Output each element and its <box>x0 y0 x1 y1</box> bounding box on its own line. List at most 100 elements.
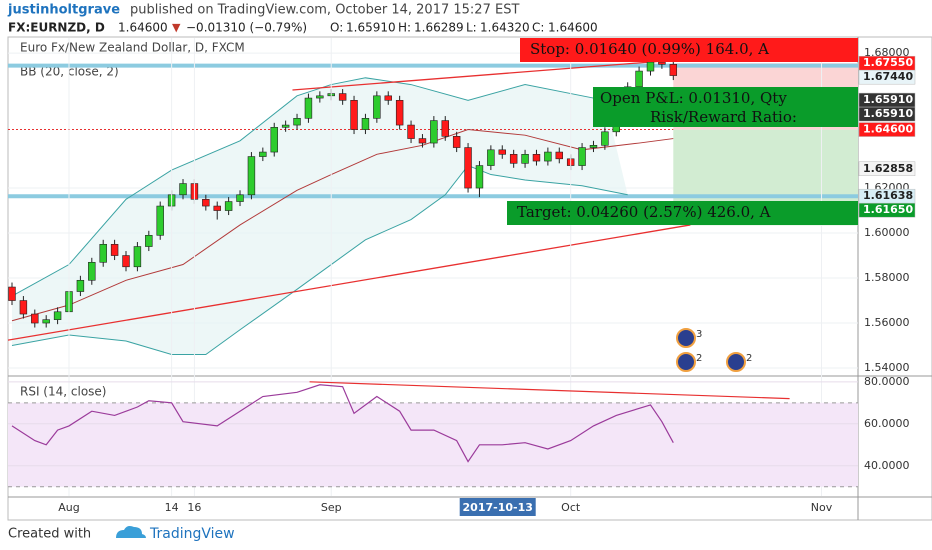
candle-body <box>395 100 404 126</box>
candle-body <box>635 70 643 88</box>
price-label: 1.61650 <box>863 203 913 216</box>
rsi-legend: RSI (14, close) <box>20 385 106 399</box>
y-tick-label: 1.56000 <box>864 316 910 329</box>
candle-body <box>475 165 484 189</box>
candle-body <box>110 243 119 256</box>
y-tick-label: 1.68000 <box>864 46 910 59</box>
candle-body <box>487 149 495 166</box>
event-icon <box>676 328 696 348</box>
symbol: FX:EURNZD, D <box>8 21 105 35</box>
price-label: 1.67440 <box>863 70 913 83</box>
candle-body <box>133 246 142 268</box>
x-tick-label: Nov <box>811 501 833 514</box>
candle-body <box>316 95 324 99</box>
candle-body <box>384 95 392 101</box>
candle-body <box>373 95 381 119</box>
arrow: ▼ <box>172 21 181 34</box>
candle-body <box>658 61 666 65</box>
price-label: 1.62858 <box>863 162 913 175</box>
candle-body <box>304 97 313 119</box>
candle-body <box>509 154 518 164</box>
position-label: Target: 0.04260 (2.57%) 426.0, A <box>517 203 771 221</box>
price-label-bg <box>858 106 916 122</box>
x-tick-label: 14 <box>165 501 179 514</box>
bollinger-line <box>11 164 628 356</box>
change: −0.01310 (−0.79%) <box>186 21 307 35</box>
candle-body <box>464 147 472 189</box>
price-label: 1.65910 <box>863 93 913 106</box>
candle-body <box>578 147 586 166</box>
o: 1.65910 <box>346 21 396 35</box>
bollinger-line <box>11 129 674 322</box>
candle-body <box>544 151 552 162</box>
logo-cloud <box>116 526 146 538</box>
crosshair-label: 2017-10-13 <box>463 501 533 514</box>
candle-body <box>247 156 256 196</box>
event-count: 2 <box>746 353 752 364</box>
candle-body <box>19 300 28 315</box>
candle-body <box>441 120 449 137</box>
published: published on TradingView.com, October 14… <box>130 3 519 18</box>
pnl-label: Open P&L: 0.01310, Qty <box>600 89 787 107</box>
candle-body <box>202 199 210 207</box>
band-fill <box>11 77 628 355</box>
crosshair-label-bg <box>459 498 536 516</box>
candle-body <box>407 124 415 139</box>
legend: Euro Fx/New Zealand Dollar, D, FXCM <box>20 41 245 55</box>
candle-body <box>589 145 598 148</box>
candle-body <box>281 124 290 128</box>
candle-body <box>259 151 267 157</box>
footer-created: Created with <box>8 527 91 542</box>
candle-body <box>99 243 107 263</box>
candle-body <box>452 136 461 148</box>
y-tick-label: 1.54000 <box>864 361 910 374</box>
price-label: 1.67550 <box>863 56 913 69</box>
candle-body <box>236 194 244 202</box>
h-label: H: <box>398 21 411 35</box>
candle-body <box>42 319 50 324</box>
rsi-band-fill <box>8 402 858 487</box>
event-icon <box>726 352 746 372</box>
candle-body <box>293 118 301 126</box>
rsi-tick-label: 40.0000 <box>864 459 910 472</box>
footer-brand: TradingView <box>149 526 235 542</box>
candle-body <box>156 205 164 236</box>
candle-body <box>521 154 529 164</box>
event-count: 2 <box>696 353 702 364</box>
rsi-line <box>11 384 674 463</box>
h: 1.66289 <box>414 21 464 35</box>
x-tick-label: Sep <box>321 501 342 514</box>
x-tick-label: Oct <box>561 501 581 514</box>
price-label-bg <box>858 122 916 137</box>
footer-logo <box>116 526 146 538</box>
rr-label: Risk/Reward Ratio: <box>650 108 797 126</box>
candle-body <box>555 151 563 160</box>
rsi-tick-label: 60.0000 <box>864 417 910 430</box>
candle-body <box>430 120 438 144</box>
candle-body <box>76 279 85 292</box>
candle-body <box>122 255 130 268</box>
candle-body <box>31 313 39 324</box>
candle-body <box>88 261 96 281</box>
candle-body <box>361 118 370 130</box>
x-tick-label: Aug <box>58 501 79 514</box>
x-tick-label: 16 <box>187 501 201 514</box>
candle-body <box>8 286 16 301</box>
trend-line <box>8 224 691 341</box>
y-tick-label: 1.58000 <box>864 271 910 284</box>
trend-line <box>292 59 676 91</box>
c-label: C: <box>532 21 544 35</box>
l-label: L: <box>466 21 477 35</box>
c: 1.64600 <box>548 21 598 35</box>
price-label-bg <box>858 202 916 218</box>
candle-body <box>646 61 655 72</box>
position-box <box>507 201 858 225</box>
candle-body <box>53 311 62 320</box>
candle-body <box>350 100 358 130</box>
price-label-bg <box>858 161 916 177</box>
position-box <box>520 38 858 62</box>
rsi-trend-line <box>309 381 790 400</box>
candle-body <box>338 93 347 101</box>
candle-body <box>601 131 609 146</box>
